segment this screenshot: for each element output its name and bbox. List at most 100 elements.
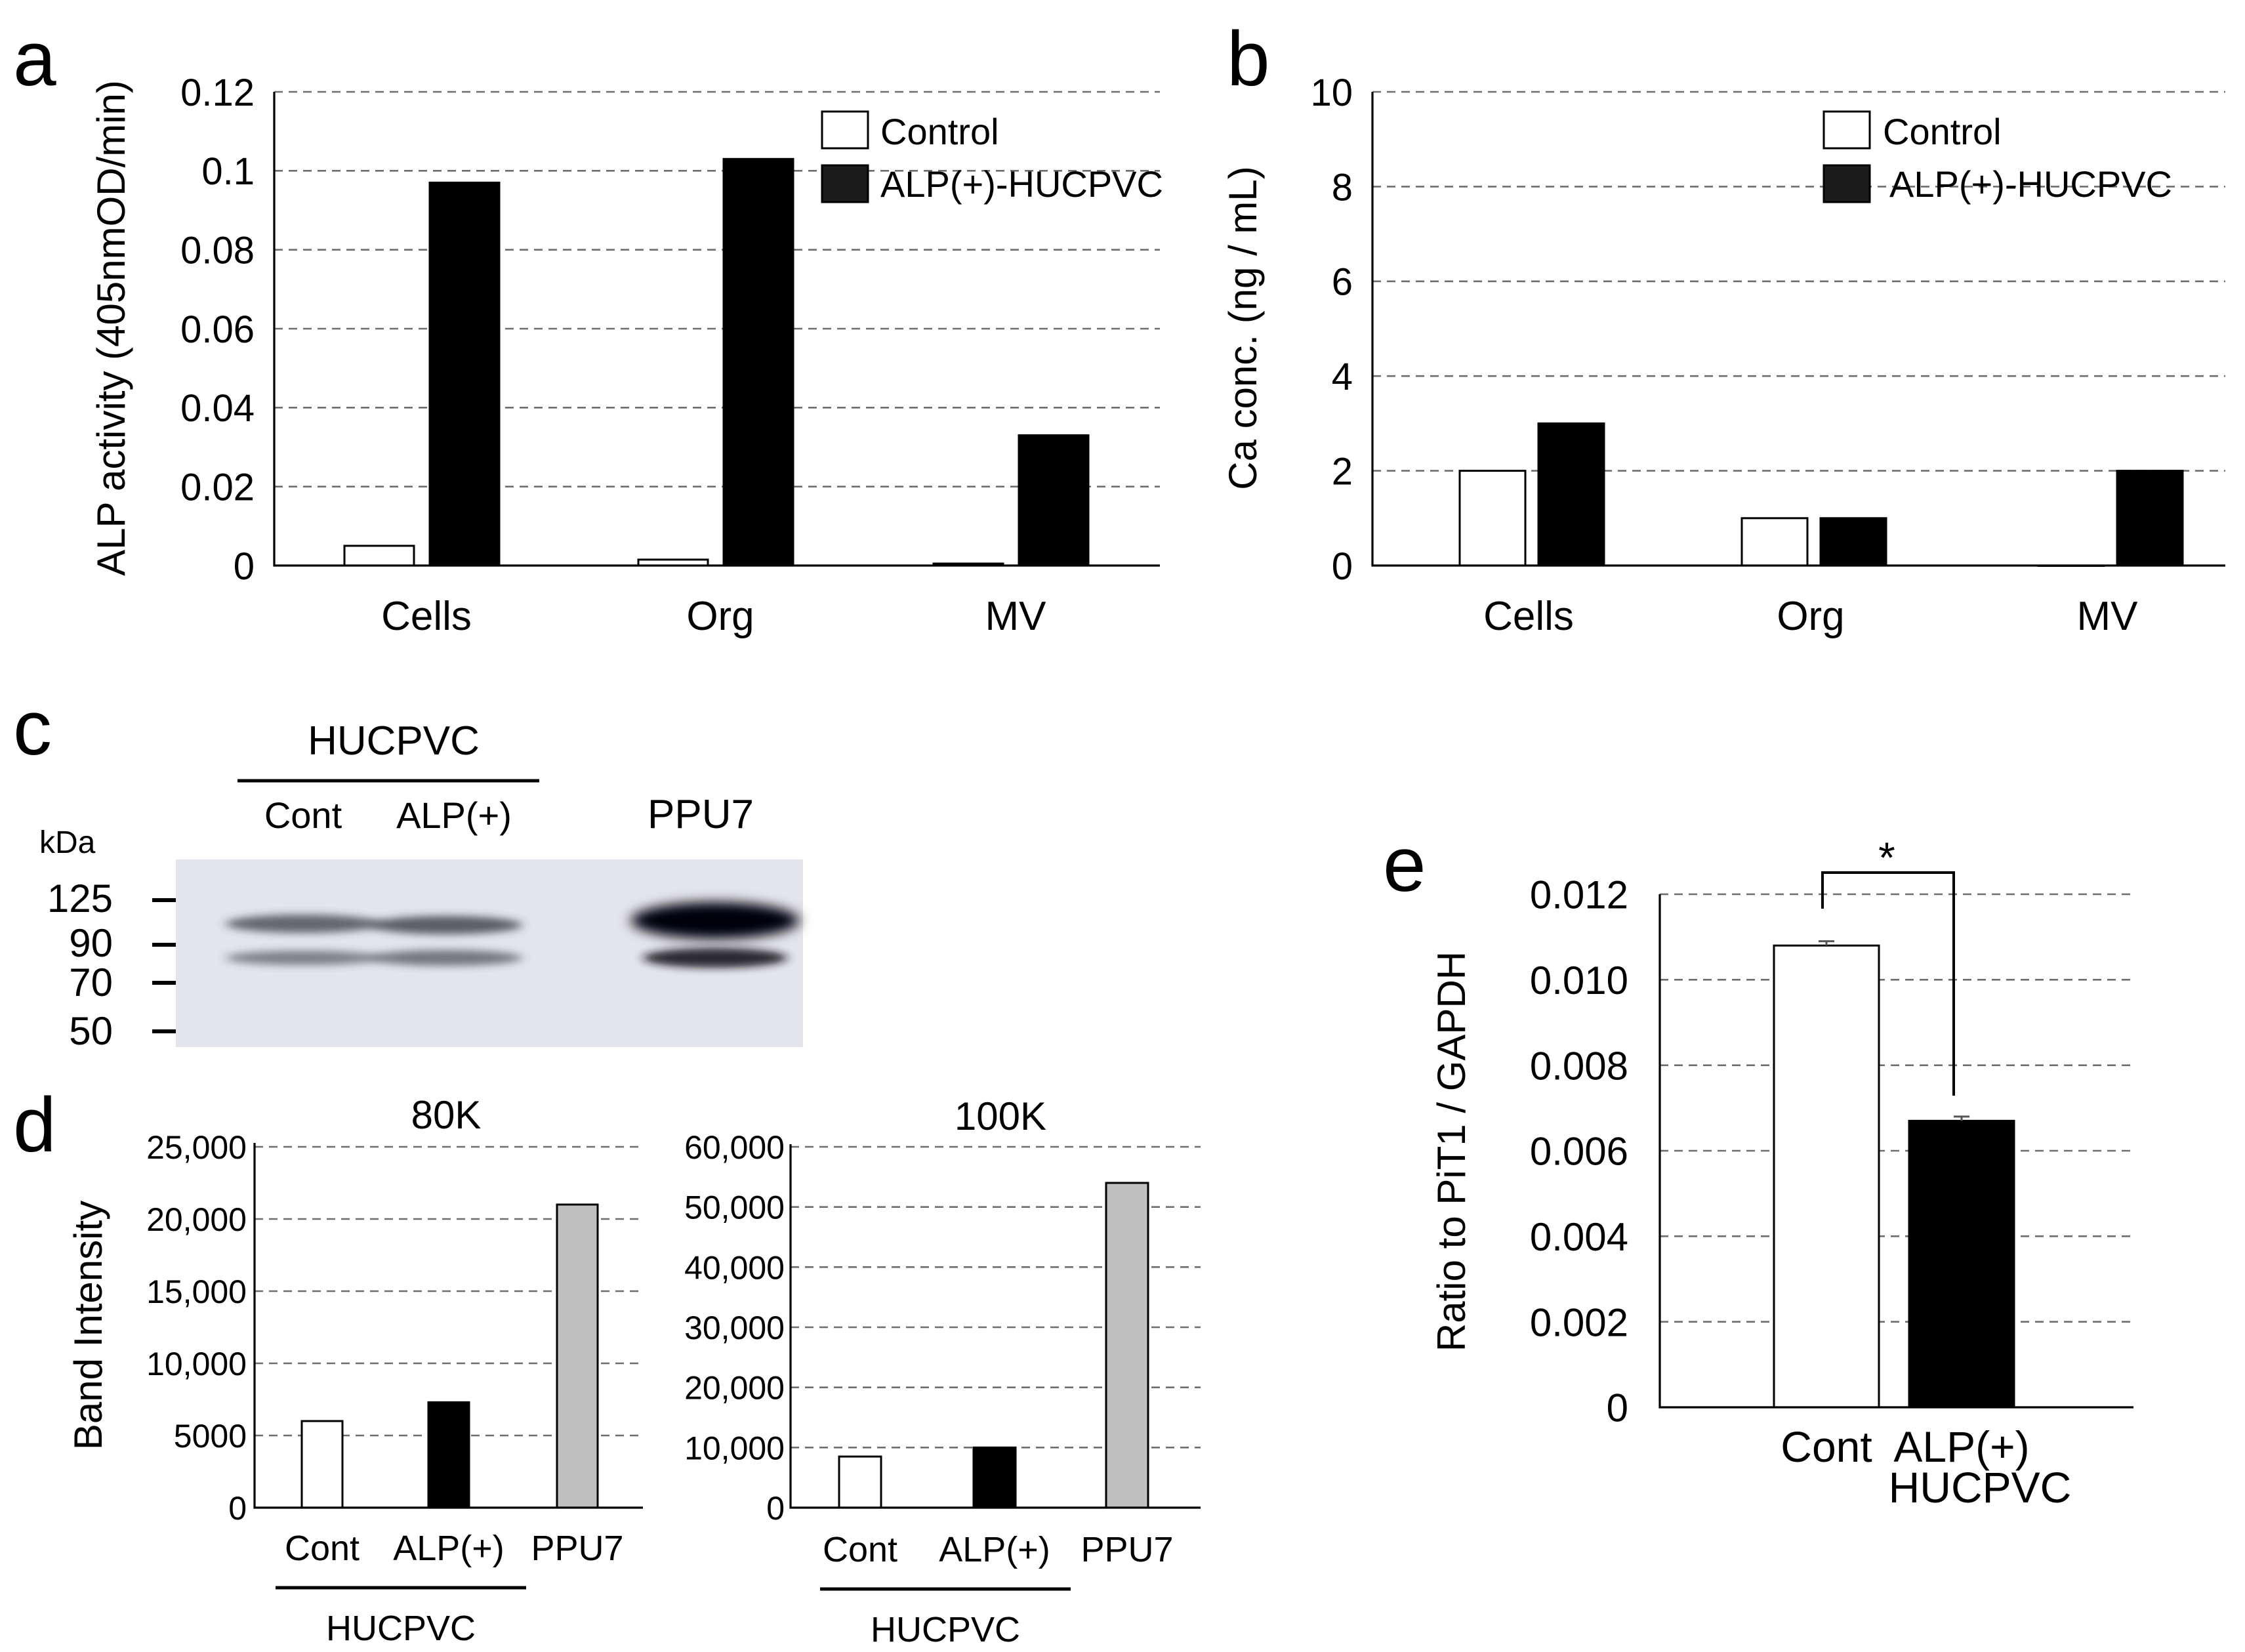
e-y-tick-label: 0.004 <box>1530 1215 1628 1259</box>
panel-d-80k-title: 80K <box>411 1093 482 1137</box>
panel-c-western-blot: c HUCPVC Cont ALP(+) PPU7 kDa 125 90 70 … <box>13 685 803 1053</box>
blot-marker-90: 90 <box>69 921 113 965</box>
a-bar-mv-alp <box>1018 434 1090 567</box>
panel-e-categories: Cont ALP(+) <box>1781 1422 2029 1471</box>
d100-bar-0 <box>838 1455 882 1509</box>
panel-d-100k-y-ticks: 0 10,000 20,000 30,000 40,000 50,000 60,000 <box>684 1129 785 1527</box>
d100-y-tick-label: 10,000 <box>684 1430 785 1466</box>
blot-markers: 125 90 70 50 <box>47 877 176 1053</box>
panel-a-alp-activity-chart: a 0 0.02 0.04 0.06 0.08 0.1 0.12 Cells Org MV AL… <box>13 16 1163 639</box>
panel-d-80k-bars <box>300 1203 599 1509</box>
a-y-tick-label: 0.04 <box>180 387 255 430</box>
b-y-tick-label: 0 <box>1332 545 1353 588</box>
d80-y-tick-label: 25,000 <box>146 1129 247 1166</box>
panel-e-y-axis-label: Ratio to PiT1 / GAPDH <box>1430 951 1473 1352</box>
d100-bar-1 <box>972 1446 1017 1509</box>
blot-bands <box>226 902 799 968</box>
panel-a-y-ticks: 0 0.02 0.04 0.06 0.08 0.1 0.12 <box>180 72 255 588</box>
blot-band-cont-100k <box>226 915 381 933</box>
d100-category-label: ALP(+) <box>939 1530 1050 1569</box>
blot-lane-label-cont: Cont <box>264 795 342 836</box>
panel-e-letter: e <box>1383 821 1426 908</box>
panel-d-100k-bars <box>838 1182 1149 1509</box>
blot-lane-label-ppu7: PPU7 <box>648 792 754 837</box>
a-category-label: MV <box>985 594 1047 639</box>
panel-d-100k-hucpvc-label: HUCPVC <box>871 1610 1020 1649</box>
b-bar-org-control <box>1740 517 1809 567</box>
d80-y-tick-label: 10,000 <box>146 1346 247 1382</box>
d80-category-label: Cont <box>285 1529 360 1568</box>
blot-group-label: HUCPVC <box>308 718 480 764</box>
panel-b-legend-swatch-control <box>1823 110 1871 150</box>
panel-e-pit1-ratio-chart: e 0 0.002 0.004 0.006 0.008 0.010 0.012 Cont AL… <box>1383 821 2133 1512</box>
panel-a-y-axis-label: ALP activity (405nmOD/min) <box>89 80 133 576</box>
a-category-label: Cells <box>381 594 472 639</box>
panel-b-bars <box>1458 422 2184 567</box>
panel-e-axes <box>1658 894 2133 1409</box>
b-bar-cells-control <box>1458 470 1527 567</box>
e-bar-1 <box>1908 1119 2015 1409</box>
a-y-tick-label: 0.08 <box>180 230 255 272</box>
panel-a-legend-swatch-control <box>821 110 869 150</box>
panel-e-significance-marker: * <box>1878 833 1895 882</box>
panel-e-y-ticks: 0 0.002 0.004 0.006 0.008 0.010 0.012 <box>1530 873 1628 1430</box>
e-y-tick-label: 0.008 <box>1530 1044 1628 1088</box>
panel-a-gridlines <box>274 91 1160 487</box>
panel-e-gridlines <box>1660 893 2133 1323</box>
panel-a-legend-swatch-alp <box>821 164 869 203</box>
panel-b-legend: Control ALP(+)-HUCPVC <box>1823 110 2172 205</box>
d100-y-tick-label: 30,000 <box>684 1310 785 1346</box>
a-bar-org-alp <box>722 157 794 567</box>
panel-d-100k-title: 100K <box>955 1094 1046 1138</box>
a-category-label: Org <box>686 594 754 639</box>
panel-a-letter: a <box>13 16 56 102</box>
d100-y-tick-label: 20,000 <box>684 1370 785 1407</box>
blot-marker-70: 70 <box>69 960 113 1004</box>
b-bar-org-alp <box>1819 517 1887 567</box>
blot-band-cont-80k <box>226 951 381 965</box>
d80-y-tick-label: 0 <box>228 1490 247 1527</box>
d80-bar-1 <box>427 1401 470 1509</box>
d100-bar-2 <box>1105 1182 1149 1509</box>
e-category-label: ALP(+) <box>1893 1422 2029 1471</box>
b-y-tick-label: 6 <box>1332 261 1353 304</box>
blot-band-alp-80k <box>370 950 522 966</box>
panel-d-100k-categories: Cont ALP(+) PPU7 <box>823 1530 1174 1569</box>
a-y-tick-label: 0 <box>234 545 255 588</box>
panel-a-bars <box>343 157 1090 567</box>
b-y-tick-label: 10 <box>1310 72 1353 114</box>
e-category-label: Cont <box>1781 1422 1872 1471</box>
d100-y-tick-label: 60,000 <box>684 1129 785 1166</box>
panel-d-80k-categories: Cont ALP(+) PPU7 <box>285 1529 624 1568</box>
panel-d-80k-chart: 80K 0 5000 10,000 15,000 20,000 25,000 Cont AL… <box>146 1093 643 1648</box>
b-y-tick-label: 4 <box>1332 356 1353 398</box>
a-y-tick-label: 0.1 <box>201 150 255 193</box>
d100-y-tick-label: 50,000 <box>684 1189 785 1226</box>
b-bar-mv-alp <box>2116 470 2184 567</box>
b-y-tick-label: 8 <box>1332 166 1353 209</box>
panel-d-80k-axes <box>253 1143 643 1509</box>
panel-b-categories: Cells Org MV <box>1483 594 2138 639</box>
d80-bar-2 <box>556 1203 599 1509</box>
d100-y-tick-label: 0 <box>766 1490 785 1527</box>
panel-d-band-intensity: d Band Intensity 80K 0 5000 10,000 15,000 20… <box>13 1082 1201 1649</box>
d80-category-label: ALP(+) <box>393 1529 505 1568</box>
panel-b-legend-swatch-alp <box>1823 164 1871 203</box>
e-y-tick-label: 0.012 <box>1530 873 1628 917</box>
blot-band-ppu7-80k <box>643 948 787 968</box>
panel-d-80k-y-ticks: 0 5000 10,000 15,000 20,000 25,000 <box>146 1129 247 1527</box>
e-y-tick-label: 0.010 <box>1530 959 1628 1002</box>
blot-band-ppu7-100k <box>631 902 799 939</box>
panel-a-legend-label-alp: ALP(+)-HUCPVC <box>880 163 1163 205</box>
a-y-tick-label: 0.02 <box>180 466 255 509</box>
d80-y-tick-label: 5000 <box>174 1418 247 1455</box>
panel-a-legend: Control ALP(+)-HUCPVC <box>821 110 1163 205</box>
panel-e-significance-bracket <box>1821 871 1955 1096</box>
panel-d-letter: d <box>13 1082 56 1168</box>
panel-b-y-axis-label: Ca conc. (ng / mL) <box>1221 166 1265 490</box>
b-category-label: MV <box>2077 594 2139 639</box>
panel-d-100k-chart: 100K 0 10,000 20,000 30,000 40,000 50,000 60,0… <box>684 1094 1201 1649</box>
a-bar-cells-alp <box>428 181 501 567</box>
